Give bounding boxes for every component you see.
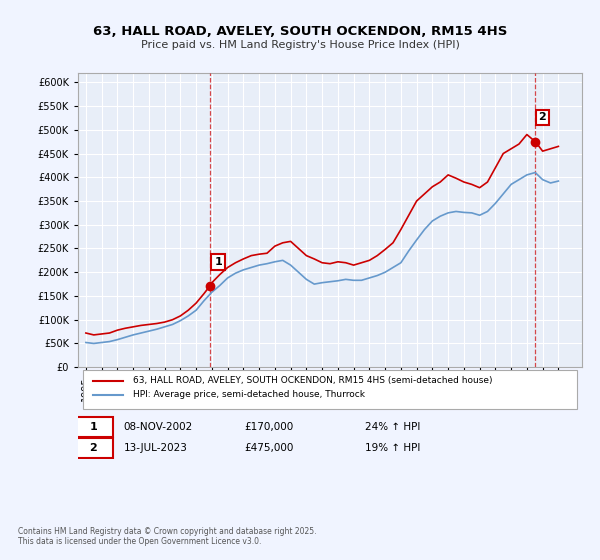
FancyBboxPatch shape — [73, 438, 113, 458]
Text: £475,000: £475,000 — [244, 443, 293, 453]
Text: 24% ↑ HPI: 24% ↑ HPI — [365, 422, 421, 432]
Text: 2: 2 — [89, 443, 97, 453]
Text: Contains HM Land Registry data © Crown copyright and database right 2025.
This d: Contains HM Land Registry data © Crown c… — [18, 526, 317, 546]
FancyBboxPatch shape — [73, 417, 113, 437]
Text: HPI: Average price, semi-detached house, Thurrock: HPI: Average price, semi-detached house,… — [133, 390, 365, 399]
Text: 13-JUL-2023: 13-JUL-2023 — [124, 443, 187, 453]
Text: 08-NOV-2002: 08-NOV-2002 — [124, 422, 193, 432]
Text: 63, HALL ROAD, AVELEY, SOUTH OCKENDON, RM15 4HS (semi-detached house): 63, HALL ROAD, AVELEY, SOUTH OCKENDON, R… — [133, 376, 493, 385]
FancyBboxPatch shape — [83, 370, 577, 409]
Text: 1: 1 — [214, 257, 222, 267]
Text: Price paid vs. HM Land Registry's House Price Index (HPI): Price paid vs. HM Land Registry's House … — [140, 40, 460, 50]
Text: 1: 1 — [89, 422, 97, 432]
Text: 63, HALL ROAD, AVELEY, SOUTH OCKENDON, RM15 4HS: 63, HALL ROAD, AVELEY, SOUTH OCKENDON, R… — [93, 25, 507, 38]
Text: £170,000: £170,000 — [244, 422, 293, 432]
Text: 2: 2 — [538, 113, 546, 122]
Text: 19% ↑ HPI: 19% ↑ HPI — [365, 443, 421, 453]
